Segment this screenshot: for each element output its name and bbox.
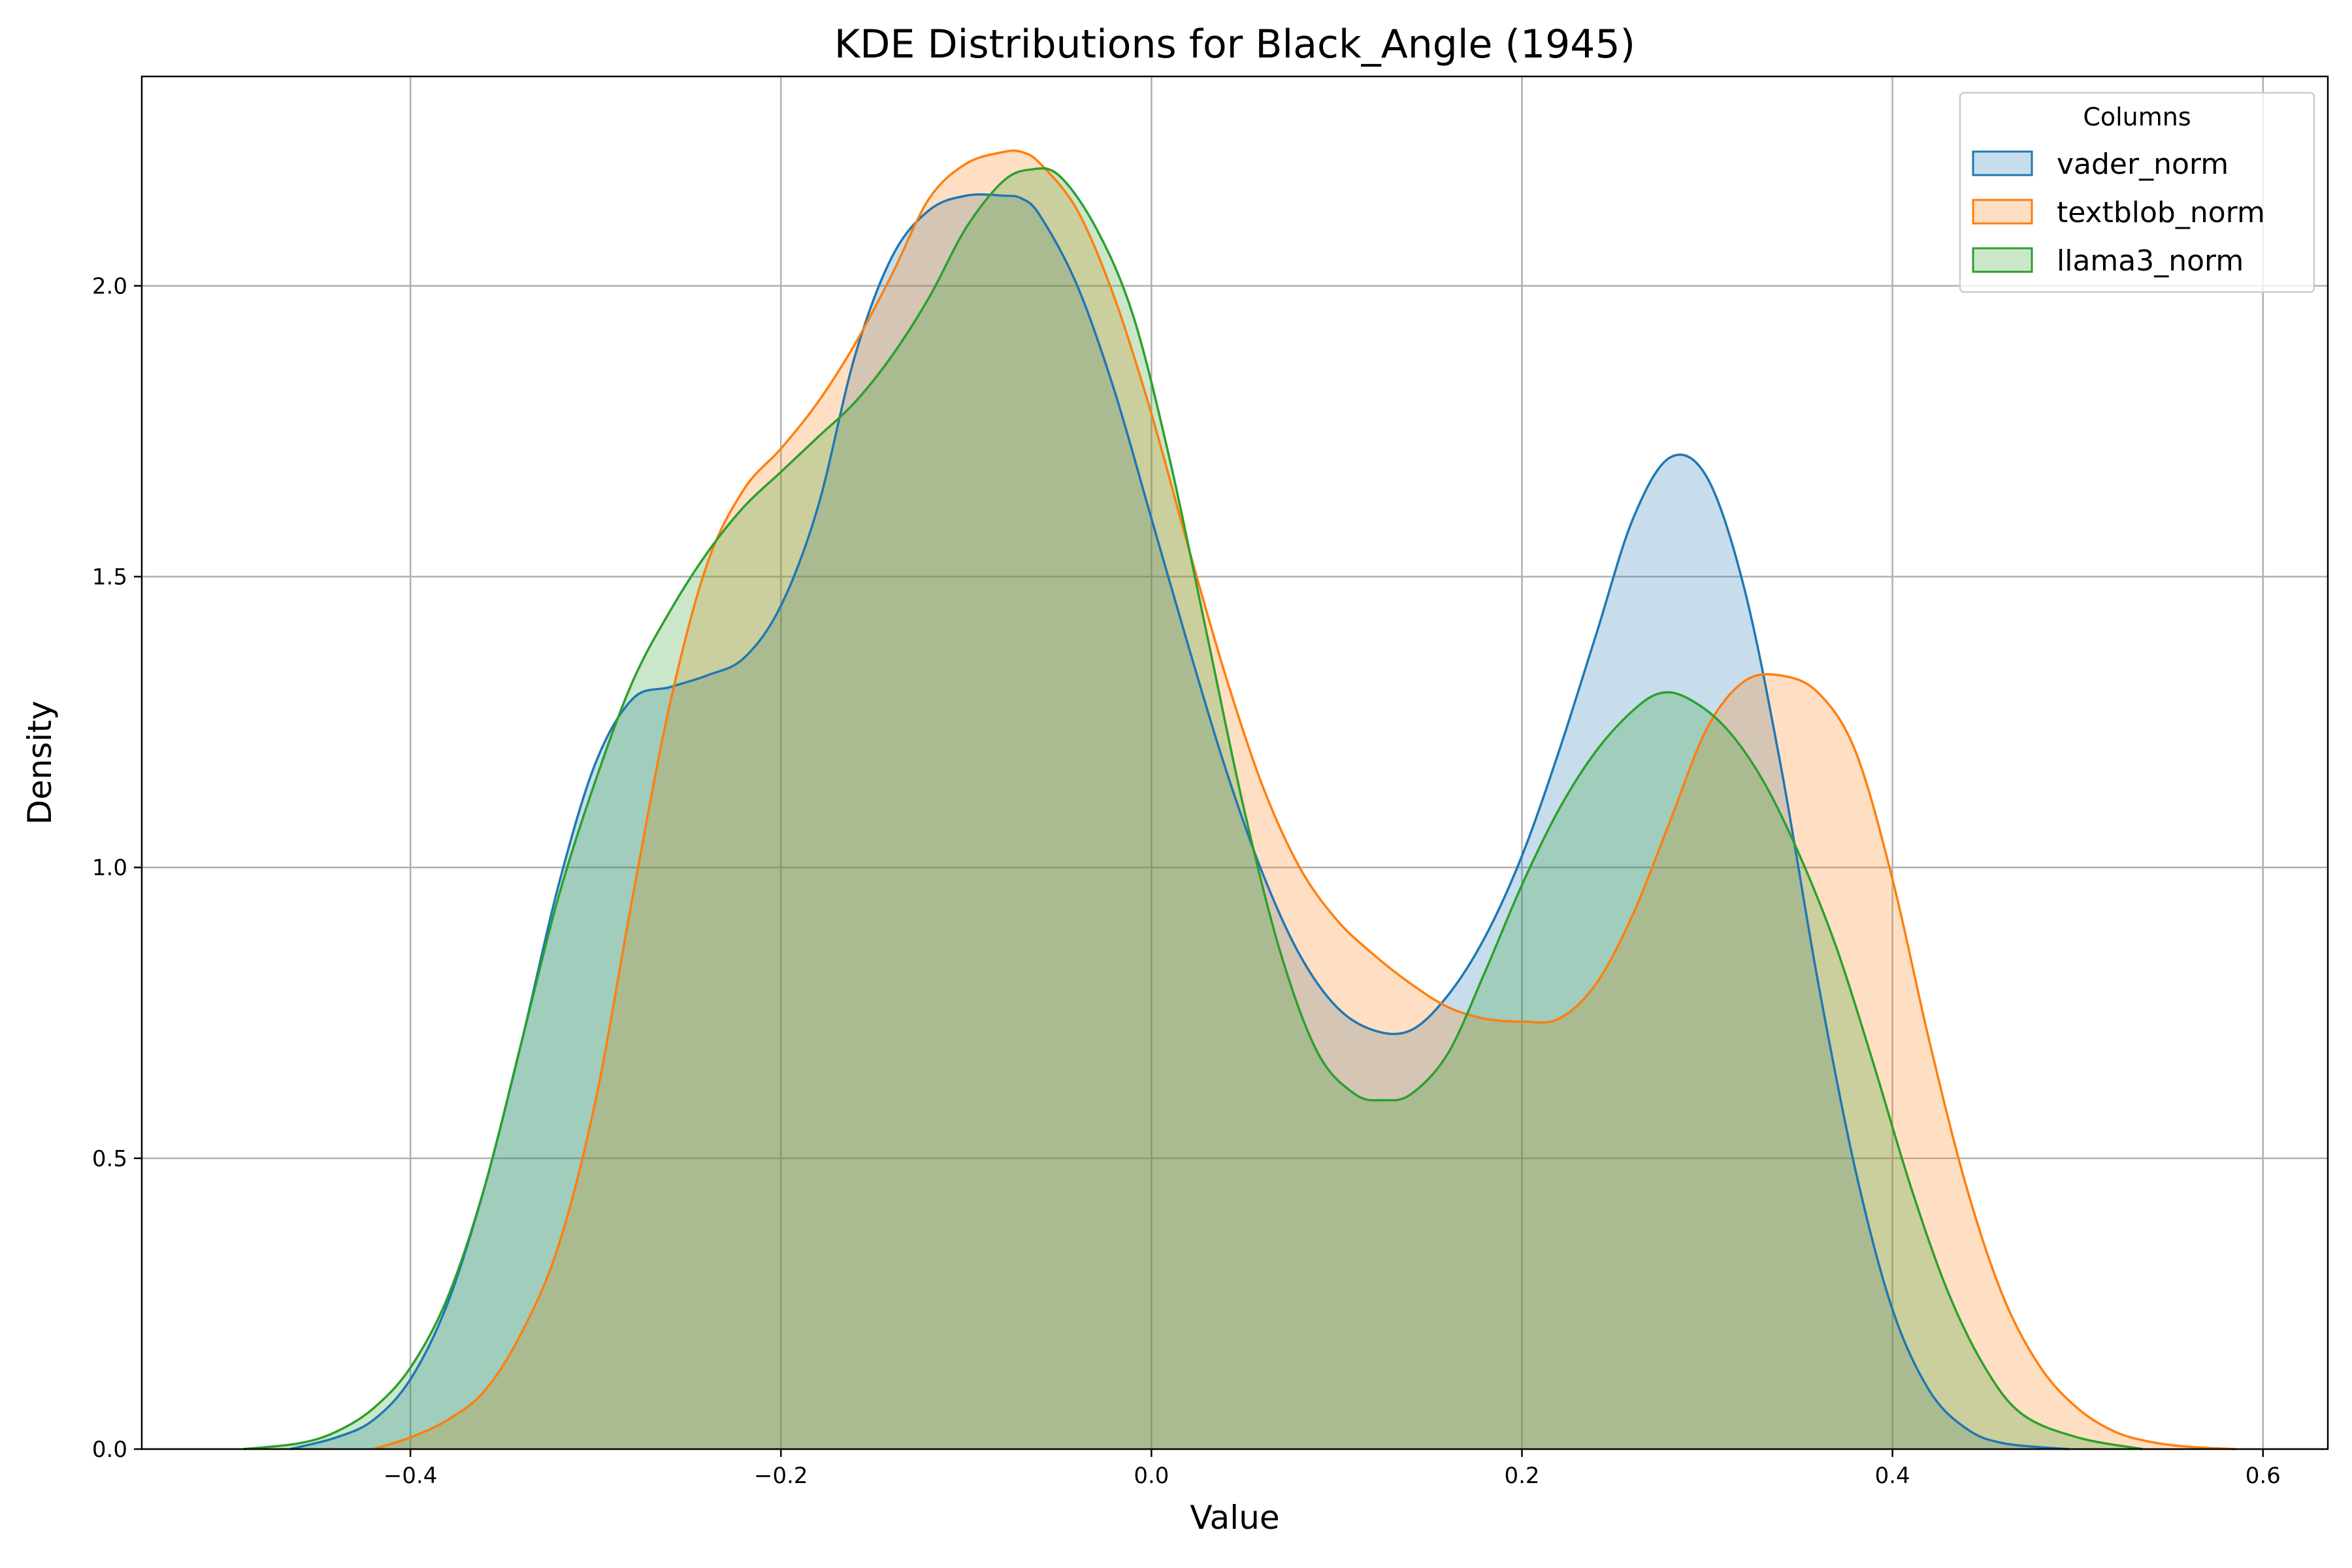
legend-swatch-textblob_norm xyxy=(1972,199,2033,225)
x-tick-label: 0.2 xyxy=(1504,1463,1539,1489)
x-tick-label: 0.4 xyxy=(1875,1463,1910,1489)
x-axis-ticks: −0.4 −0.2 0.0 0.2 0.4 0.6 xyxy=(384,1449,2281,1489)
y-axis-title: Density xyxy=(21,700,59,825)
legend-items: vader_norm textblob_norm llama3_norm xyxy=(1972,148,2265,278)
x-tick-label: −0.2 xyxy=(754,1463,808,1489)
x-tick-label: −0.4 xyxy=(384,1463,438,1489)
legend-label-llama3_norm: llama3_norm xyxy=(2057,244,2244,278)
y-tick-label: 0.0 xyxy=(92,1437,127,1463)
llama3_norm-area xyxy=(243,168,2143,1450)
legend-swatch-llama3_norm xyxy=(1972,247,2033,273)
y-tick-label: 1.0 xyxy=(92,855,127,881)
plot-frame xyxy=(140,75,2329,1450)
legend: Columns vader_norm textblob_norm llama3_no… xyxy=(1959,91,2315,293)
x-tick-label: 0.0 xyxy=(1134,1463,1169,1489)
y-axis-ticks: 0.0 0.5 1.0 1.5 2.0 xyxy=(92,273,142,1463)
vader_norm-line xyxy=(289,193,2069,1450)
legend-swatch-vader_norm xyxy=(1972,150,2033,176)
textblob_norm-area xyxy=(373,150,2236,1449)
x-tick-label: 0.6 xyxy=(2246,1463,2281,1489)
y-tick-label: 2.0 xyxy=(92,273,127,299)
y-tick-label: 0.5 xyxy=(92,1146,127,1172)
vader_norm-area xyxy=(289,194,2069,1449)
x-axis-title: Value xyxy=(1190,1499,1279,1537)
chart-title: KDE Distributions for Black_Angle (1945) xyxy=(834,22,1635,67)
y-tick-label: 1.5 xyxy=(92,564,127,591)
legend-label-textblob_norm: textblob_norm xyxy=(2057,196,2265,229)
kde-lines xyxy=(243,149,2236,1450)
legend-box xyxy=(1959,91,2315,293)
kde-areas xyxy=(243,150,2236,1450)
legend-label-vader_norm: vader_norm xyxy=(2057,148,2229,181)
legend-title: Columns xyxy=(2083,103,2191,131)
llama3_norm-line xyxy=(243,167,2143,1450)
textblob_norm-line xyxy=(372,149,2236,1450)
